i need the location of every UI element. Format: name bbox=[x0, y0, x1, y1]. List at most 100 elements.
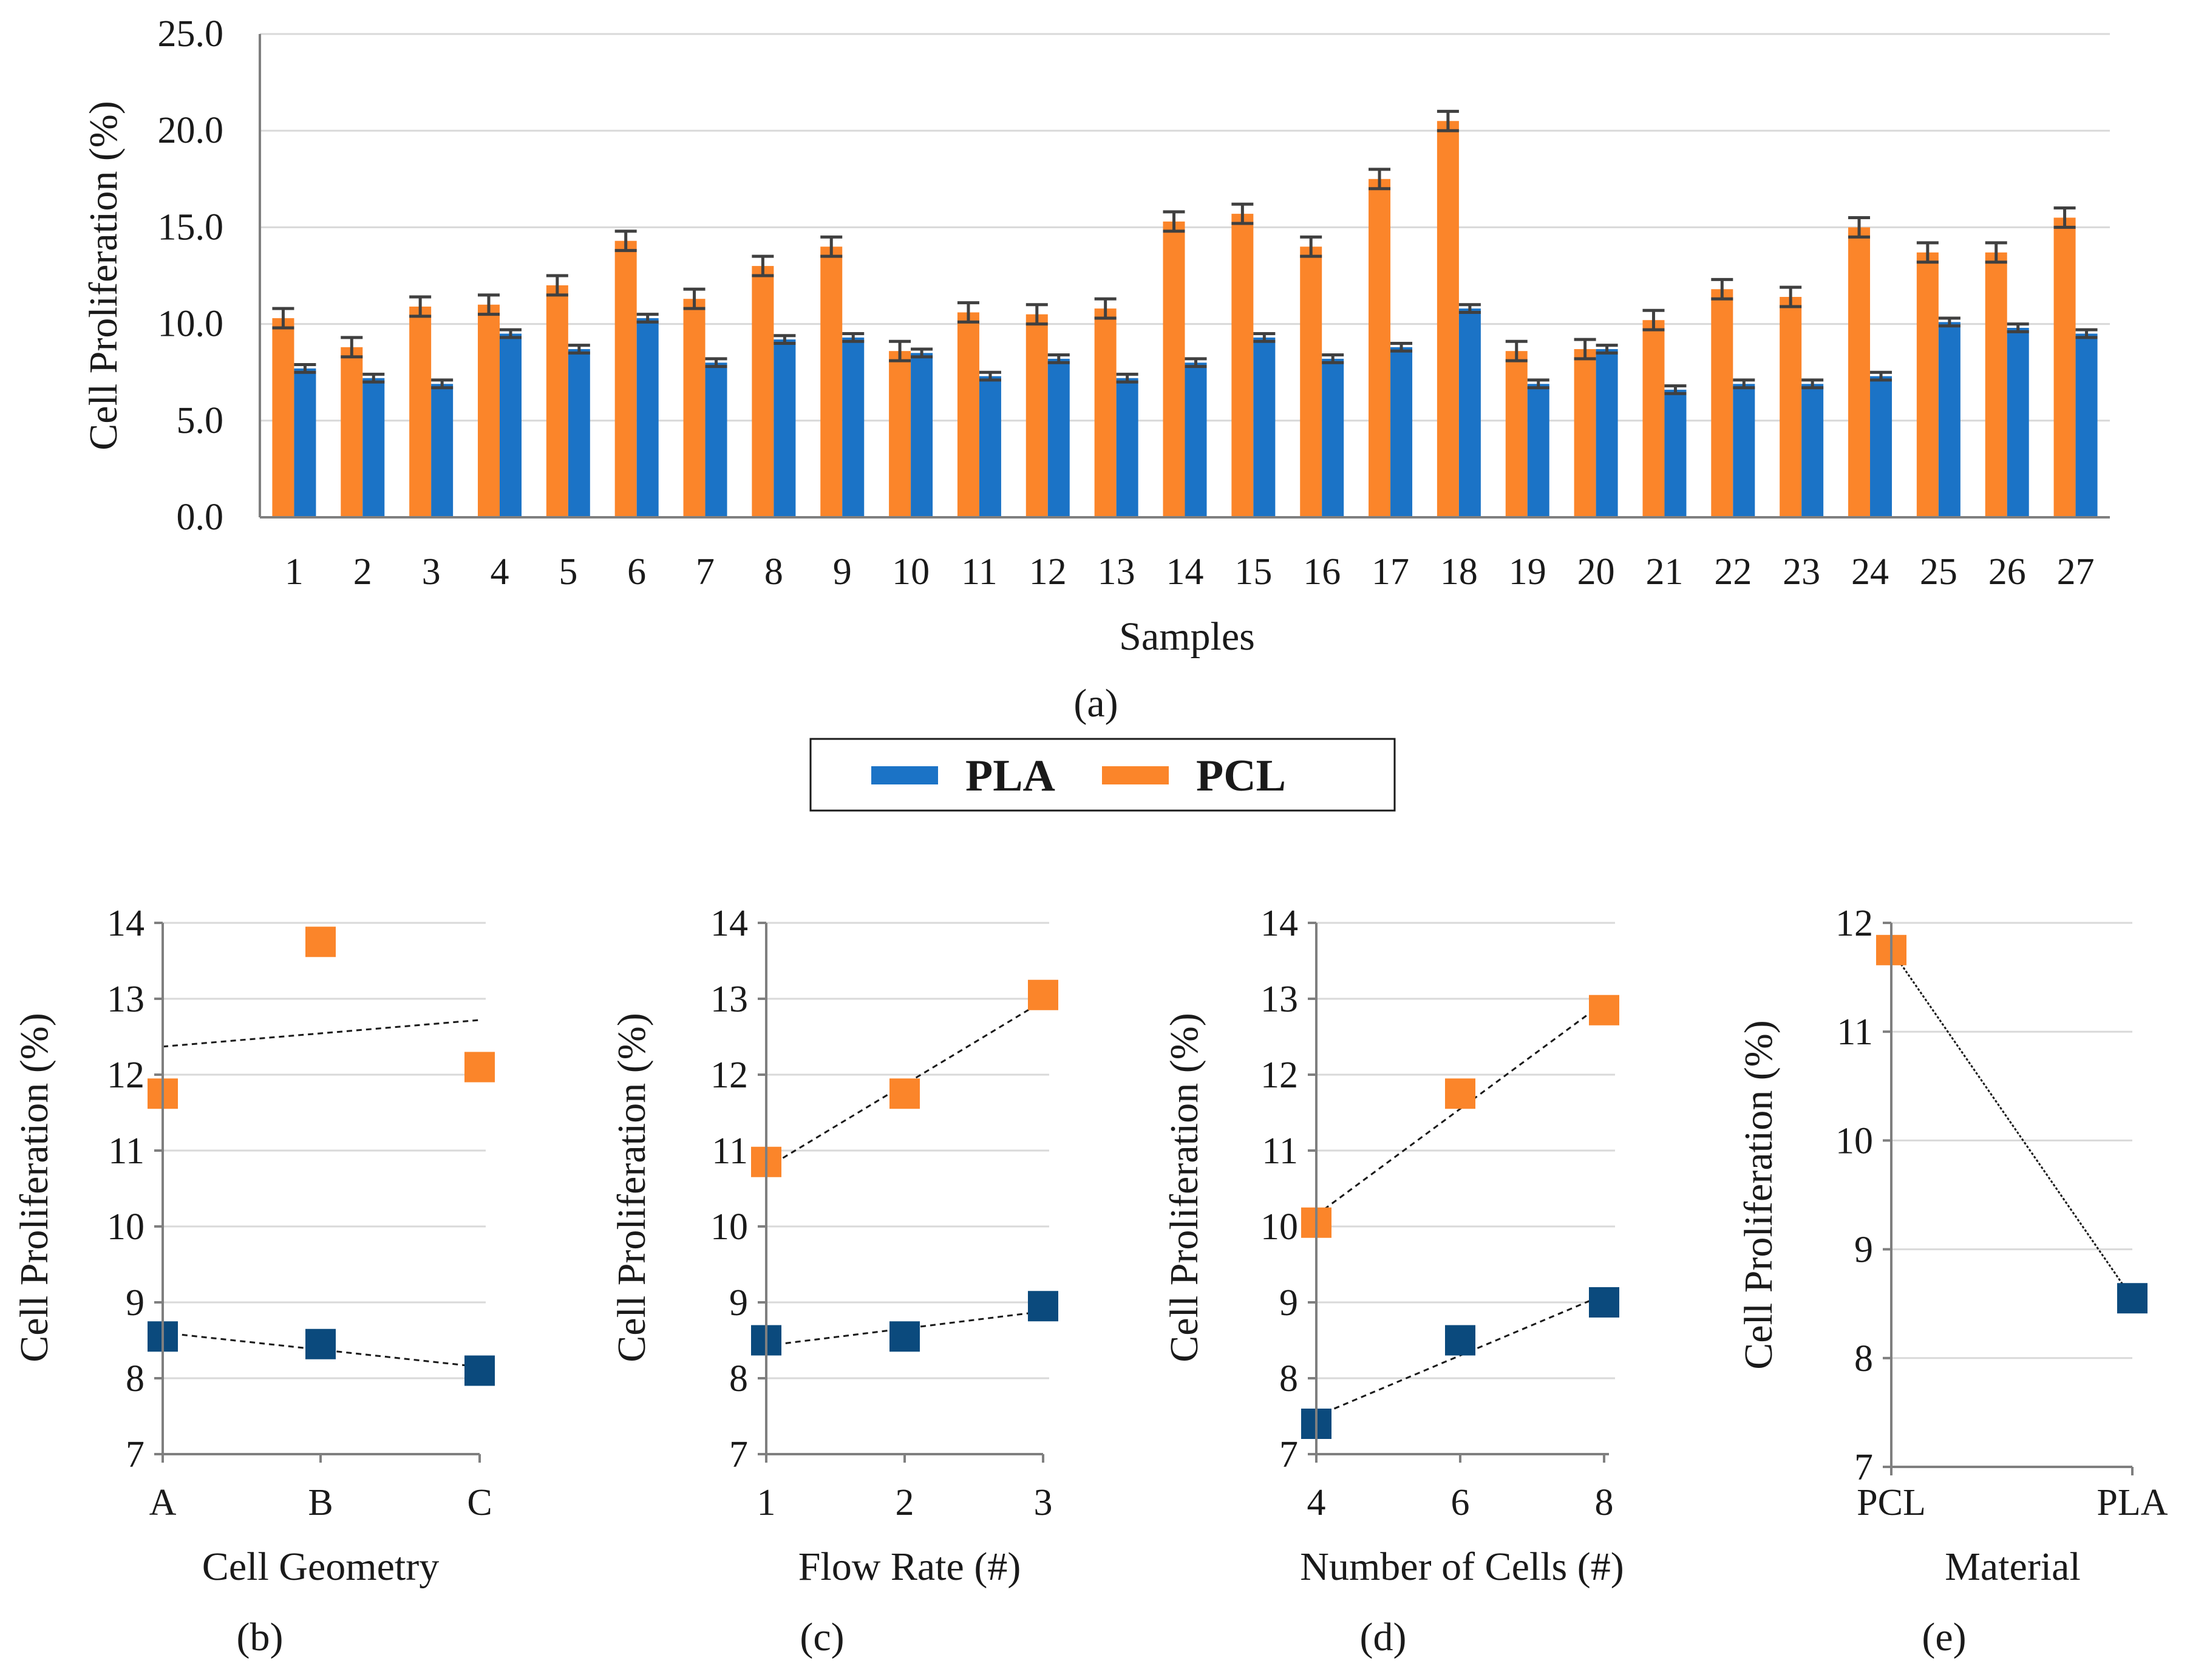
e-panel-label: (e) bbox=[1922, 1615, 1966, 1659]
e-gridlines bbox=[1883, 922, 2134, 1475]
a-error-bar-pla bbox=[294, 362, 316, 374]
a-error-bar-pla bbox=[1596, 344, 1618, 355]
a-error-bar-pcl bbox=[1369, 168, 1391, 191]
a-error-bar-pla bbox=[1458, 303, 1481, 314]
a-error-bar-pcl bbox=[1437, 109, 1459, 132]
a-bars bbox=[272, 121, 2098, 517]
b-gridlines bbox=[154, 922, 486, 1463]
a-bar-pla bbox=[1664, 389, 1687, 517]
b-x-tick-label: A bbox=[149, 1482, 177, 1523]
c-y-axis-title: Cell Proliferation (%) bbox=[610, 1013, 654, 1362]
a-bar-pcl bbox=[1574, 349, 1596, 517]
a-error-bar-pla bbox=[774, 334, 796, 345]
d-gridlines bbox=[1308, 922, 1615, 1463]
a-bar-pla bbox=[979, 376, 1001, 517]
d-x-tick-label: 6 bbox=[1451, 1482, 1470, 1523]
a-bar-pla bbox=[1253, 337, 1276, 517]
e-markers bbox=[1876, 934, 2147, 1314]
a-error-bar-pla bbox=[911, 347, 933, 359]
a-error-bar-pla bbox=[1938, 316, 1960, 328]
e-connector-line bbox=[1890, 949, 2134, 1299]
legend: PLA PCL bbox=[809, 738, 1396, 812]
a-bar-pcl bbox=[752, 266, 774, 517]
a-bar-pcl bbox=[409, 306, 432, 517]
a-error-bar-pcl bbox=[1231, 202, 1254, 225]
a-error-bar-pla bbox=[979, 370, 1001, 382]
e-y-axis-title: Cell Proliferation (%) bbox=[1736, 1020, 1781, 1370]
d-y-tick-label: 13 bbox=[1260, 979, 1298, 1020]
a-x-tick-label: 9 bbox=[833, 551, 852, 593]
a-error-bar-pcl bbox=[1985, 241, 2007, 264]
a-bar-pla bbox=[1116, 378, 1138, 517]
a-bar-pcl bbox=[1780, 297, 1802, 517]
d-y-tick-label: 14 bbox=[1260, 903, 1298, 944]
a-bar-pcl bbox=[1025, 314, 1048, 517]
a-error-bar-pcl bbox=[614, 230, 637, 253]
a-bar-pcl bbox=[1711, 289, 1733, 517]
chart-panel-d: 7 8 9 10 11 12 13 14 4 6 8 Cell Proliferation (%)… bbox=[1162, 903, 1624, 1659]
a-error-bar-pla bbox=[1322, 353, 1344, 364]
d-marker-pcl bbox=[1445, 1078, 1475, 1109]
a-x-tick-label: 27 bbox=[2057, 551, 2095, 593]
a-error-bar-pla bbox=[1870, 370, 1892, 382]
c-x-tick-label: 3 bbox=[1034, 1482, 1053, 1523]
e-y-tick-label: 7 bbox=[1854, 1447, 1873, 1488]
a-error-bar-pcl bbox=[957, 301, 979, 324]
a-error-bar-pla bbox=[1527, 378, 1549, 390]
a-error-bar-pcl bbox=[1916, 241, 1939, 264]
c-y-tick-label: 13 bbox=[710, 979, 748, 1020]
a-bar-pcl bbox=[1916, 252, 1939, 517]
a-error-bar-pcl bbox=[1711, 277, 1733, 301]
a-error-bar-pla bbox=[1253, 332, 1276, 343]
a-bar-pcl bbox=[272, 318, 294, 517]
a-x-tick-label: 25 bbox=[1920, 551, 1957, 593]
a-bar-pla bbox=[1801, 384, 1824, 517]
b-marker-pla bbox=[305, 1328, 336, 1359]
a-bar-pla bbox=[1185, 362, 1207, 517]
b-trendline-pcl bbox=[162, 1019, 480, 1048]
b-marker-pcl bbox=[305, 927, 336, 957]
a-bar-pcl bbox=[957, 312, 979, 517]
a-x-tick-label: 22 bbox=[1714, 551, 1752, 593]
b-y-tick-label: 10 bbox=[107, 1206, 145, 1248]
b-y-tick-label: 8 bbox=[126, 1358, 145, 1399]
a-x-tick-label: 12 bbox=[1029, 551, 1067, 593]
a-error-bar-pla bbox=[431, 378, 454, 390]
c-y-tick-label: 8 bbox=[729, 1358, 748, 1399]
a-bar-pcl bbox=[1094, 308, 1117, 517]
a-y-axis-title: Cell Proliferation (%) bbox=[81, 101, 126, 451]
a-x-tick-label: 1 bbox=[285, 551, 304, 593]
a-bar-pcl bbox=[1985, 252, 2007, 517]
a-error-bar-pcl bbox=[341, 336, 363, 359]
a-x-tick-label: 21 bbox=[1645, 551, 1683, 593]
a-x-tick-label: 23 bbox=[1783, 551, 1820, 593]
e-y-tick-labels: 7 8 9 10 11 12 bbox=[1835, 903, 1873, 1488]
c-y-tick-label: 9 bbox=[729, 1282, 748, 1324]
e-y-tick-label: 8 bbox=[1854, 1338, 1873, 1379]
b-x-tick-label: C bbox=[467, 1482, 492, 1523]
b-trendlines bbox=[162, 1019, 480, 1368]
a-y-tick-label: 5.0 bbox=[177, 400, 224, 441]
b-x-tick-labels: A B C bbox=[149, 1482, 492, 1523]
b-y-axis-title: Cell Proliferation (%) bbox=[12, 1013, 56, 1362]
a-y-tick-label: 15.0 bbox=[158, 206, 224, 248]
d-marker-pla bbox=[1589, 1287, 1619, 1318]
a-bar-pcl bbox=[820, 247, 843, 517]
d-marker-pcl bbox=[1589, 995, 1619, 1025]
e-x-axis-title: Material bbox=[1945, 1545, 2081, 1589]
a-bar-pla bbox=[362, 378, 385, 517]
a-error-bar-pla bbox=[636, 313, 659, 324]
d-y-tick-label: 11 bbox=[1262, 1131, 1298, 1172]
a-error-bar-pcl bbox=[752, 254, 774, 277]
a-bar-pcl bbox=[2053, 217, 2076, 517]
c-y-tick-label: 12 bbox=[710, 1055, 748, 1096]
a-bar-pla bbox=[568, 349, 590, 517]
e-x-tick-label: PLA bbox=[2096, 1482, 2168, 1523]
a-x-tick-label: 16 bbox=[1303, 551, 1341, 593]
a-bar-pla bbox=[1322, 358, 1344, 517]
legend-label-pcl: PCL bbox=[1196, 751, 1286, 801]
d-x-tick-label: 4 bbox=[1307, 1482, 1326, 1523]
c-y-tick-label: 14 bbox=[710, 903, 748, 944]
